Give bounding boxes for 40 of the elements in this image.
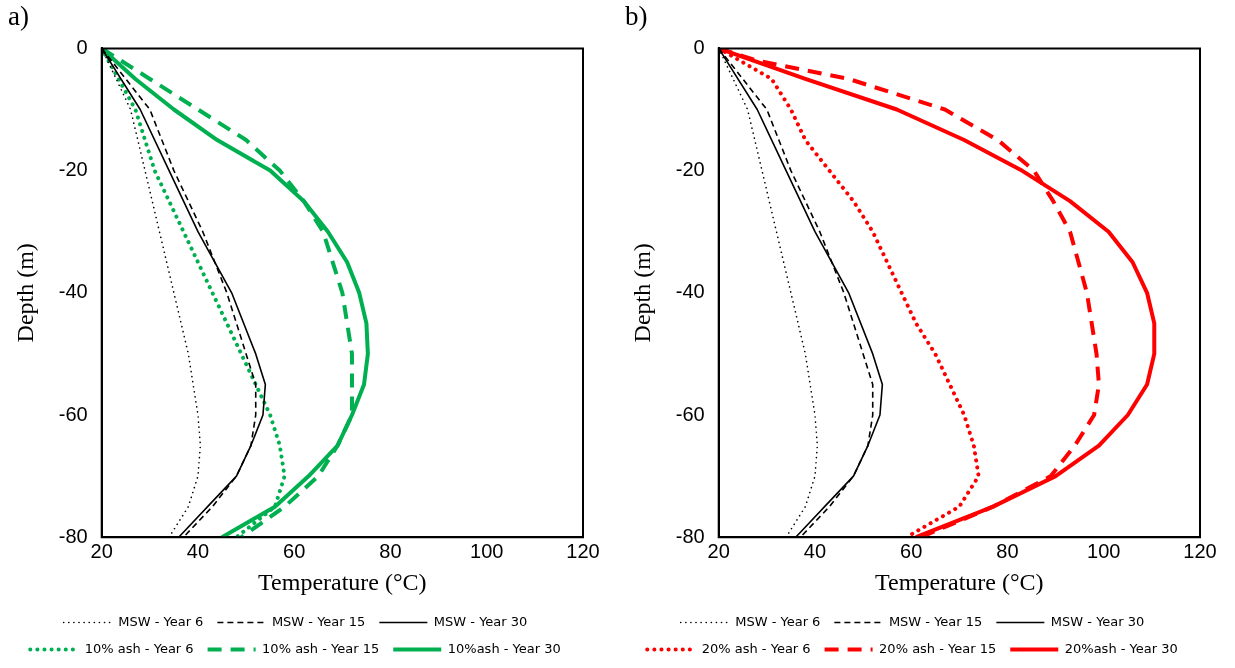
legend-label: MSW - Year 6 (735, 613, 821, 629)
legend-label: 20% ash - Year 15 (879, 640, 997, 656)
legend-label: 10% ash - Year 6 (84, 640, 194, 656)
legend-label: MSW - Year 6 (118, 613, 204, 629)
x-tick-label: 40 (803, 539, 827, 562)
y-tick-label: -40 (58, 280, 88, 303)
x-tick-label: 120 (566, 539, 600, 562)
legend-label: 20% ash - Year 6 (701, 640, 811, 656)
legend-label: MSW - Year 15 (888, 613, 983, 629)
legend-label: MSW - Year 15 (271, 613, 366, 629)
x-tick-label: 100 (1087, 539, 1121, 562)
y-tick-label: -20 (675, 158, 705, 181)
x-axis-title: Temperature (°C) (875, 568, 1044, 595)
legend-label: MSW - Year 30 (1050, 613, 1145, 629)
y-axis-title: Depth (m) (628, 243, 655, 343)
y-tick-label: -60 (58, 402, 88, 425)
y-axis-title: Depth (m) (11, 243, 38, 343)
legend-label: MSW - Year 30 (433, 613, 528, 629)
legend-label: 10% ash - Year 15 (262, 640, 380, 656)
x-tick-label: 60 (283, 539, 306, 562)
x-axis-title: Temperature (°C) (258, 568, 427, 595)
y-tick-label: -80 (675, 524, 705, 547)
y-tick-label: -20 (58, 158, 88, 181)
x-tick-label: 80 (379, 539, 402, 562)
legend-label: 10%ash - Year 30 (447, 640, 561, 656)
x-tick-label: 20 (90, 539, 113, 562)
x-tick-label: 120 (1183, 539, 1217, 562)
legend-label: 20%ash - Year 30 (1064, 640, 1178, 656)
x-tick-label: 80 (996, 539, 1019, 562)
x-tick-label: 20 (707, 539, 730, 562)
x-tick-label: 100 (470, 539, 504, 562)
y-tick-label: 0 (76, 35, 88, 58)
chart-title: b) (625, 1, 648, 32)
chart-title: a) (8, 1, 29, 32)
x-tick-label: 60 (900, 539, 923, 562)
y-tick-label: 0 (693, 35, 705, 58)
y-tick-label: -40 (675, 280, 705, 303)
y-tick-label: -60 (675, 402, 705, 425)
x-tick-label: 40 (186, 539, 210, 562)
y-tick-label: -80 (58, 524, 88, 547)
